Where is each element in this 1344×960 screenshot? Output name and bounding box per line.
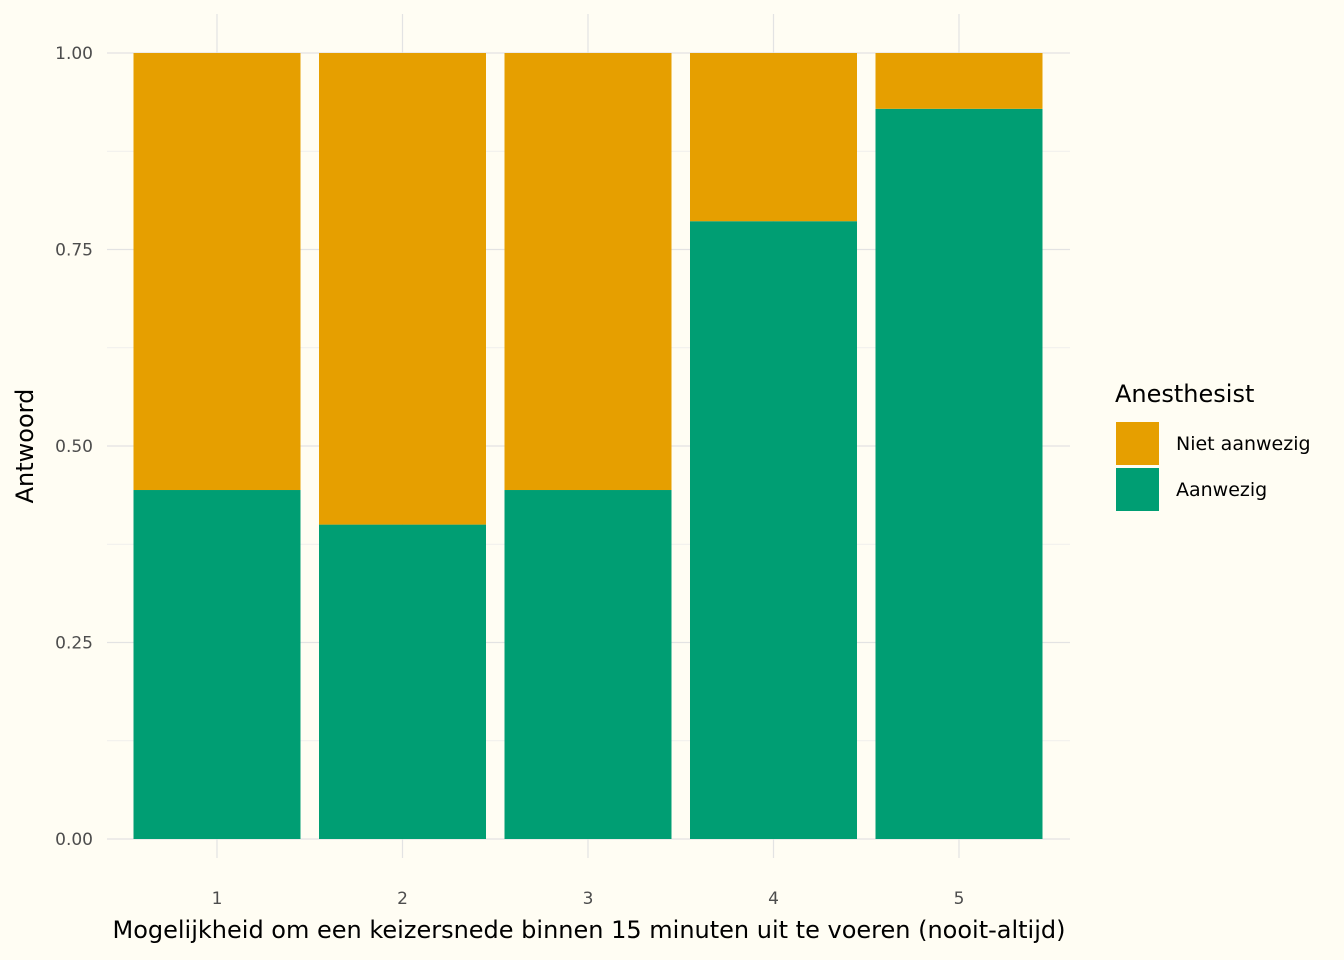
y-tick-label: 0.75 <box>55 241 93 261</box>
y-tick-label: 1.00 <box>55 44 93 64</box>
y-tick-label: 0.00 <box>55 830 93 850</box>
bar-aanwezig-5 <box>875 108 1043 839</box>
legend-label: Aanwezig <box>1176 479 1267 501</box>
y-tick-label: 0.50 <box>55 437 93 457</box>
bar-niet-aanwezig-5 <box>875 53 1043 109</box>
legend-title: Anesthesist <box>1115 380 1254 408</box>
x-tick-label: 5 <box>954 889 965 909</box>
bar-aanwezig-3 <box>504 490 672 839</box>
bar-niet-aanwezig-1 <box>133 53 301 491</box>
x-tick-label: 1 <box>212 889 223 909</box>
bar-aanwezig-2 <box>319 524 486 839</box>
y-axis-ticks: 0.00 0.25 0.50 0.75 1.00 <box>55 44 93 850</box>
x-axis-title: Mogelijkheid om een keizersnede binnen 1… <box>113 916 1066 944</box>
bar-aanwezig-4 <box>690 221 857 840</box>
bar-niet-aanwezig-4 <box>690 53 857 222</box>
bar-niet-aanwezig-2 <box>319 53 486 525</box>
legend-items: Niet aanwezig Aanwezig <box>1116 422 1311 511</box>
y-tick-label: 0.25 <box>55 634 93 654</box>
legend-swatch <box>1116 468 1159 511</box>
x-tick-label: 2 <box>397 889 408 909</box>
legend: Anesthesist Niet aanwezig Aanwezig <box>1115 380 1311 511</box>
bars <box>133 53 1043 840</box>
bar-aanwezig-1 <box>133 490 301 839</box>
bar-niet-aanwezig-3 <box>504 53 672 491</box>
x-axis-ticks: 1 2 3 4 5 <box>212 889 965 909</box>
x-tick-label: 3 <box>583 889 594 909</box>
y-axis-title: Antwoord <box>11 389 39 504</box>
legend-label: Niet aanwezig <box>1176 433 1311 455</box>
legend-swatch <box>1116 422 1159 465</box>
x-tick-label: 4 <box>768 889 779 909</box>
